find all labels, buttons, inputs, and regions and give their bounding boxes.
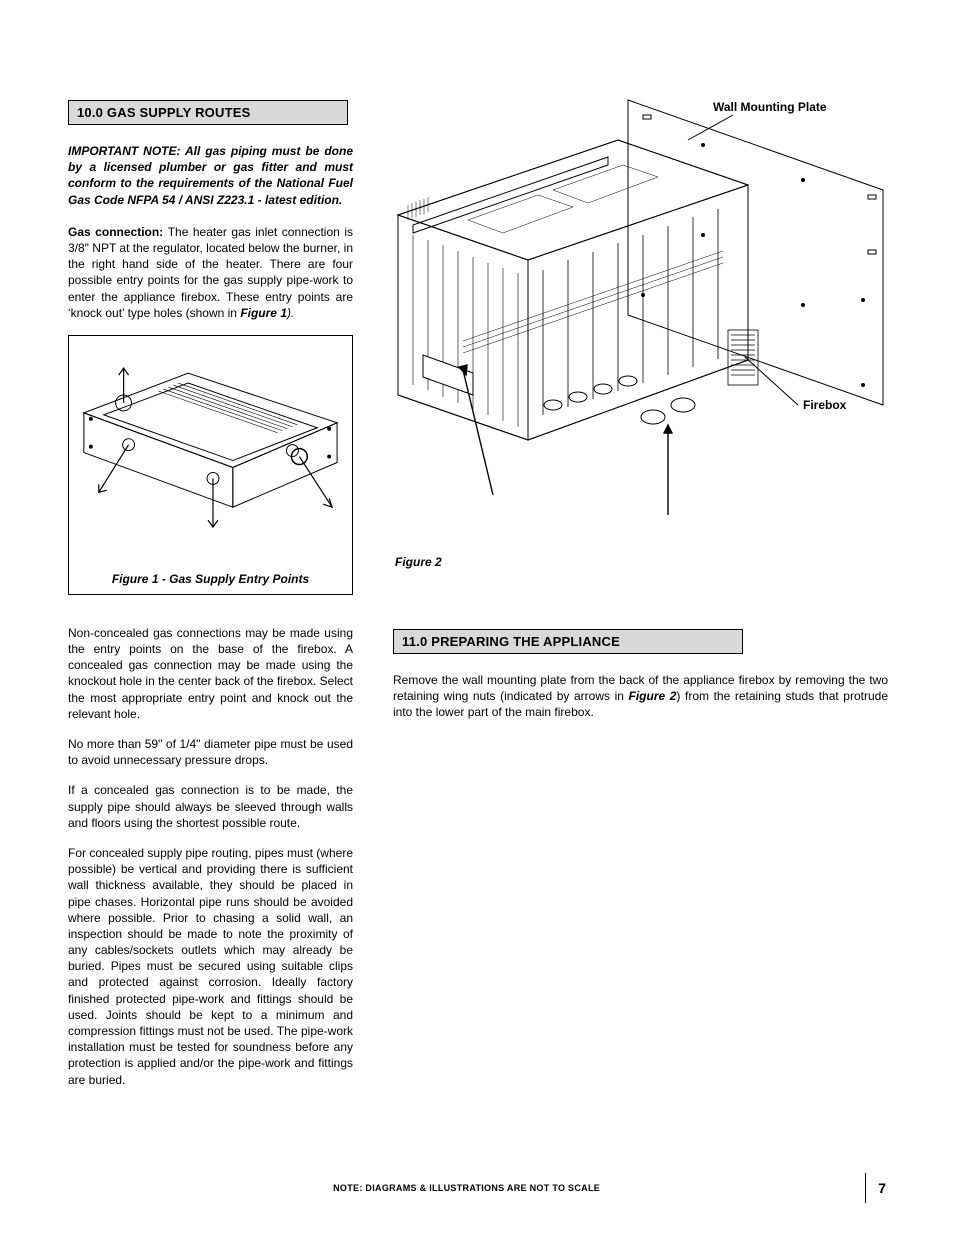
page-footer: NOTE: DIAGRAMS & ILLUSTRATIONS ARE NOT T… (68, 1173, 886, 1203)
page-content: 10.0 GAS SUPPLY ROUTES IMPORTANT NOTE: A… (68, 100, 886, 1102)
section-11-body: Remove the wall mounting plate from the … (393, 672, 888, 721)
figure-2-diagram (393, 85, 888, 545)
left-column: 10.0 GAS SUPPLY ROUTES IMPORTANT NOTE: A… (68, 100, 353, 1102)
figure-2-container: Wall Mounting Plate Firebox (393, 85, 888, 545)
important-note: IMPORTANT NOTE: All gas piping must be d… (68, 143, 353, 208)
figure-2-label-plate: Wall Mounting Plate (713, 100, 827, 114)
gas-connection-tail: ). (287, 306, 294, 320)
figure-1-diagram (69, 336, 352, 594)
page-number: 7 (865, 1173, 886, 1203)
section-11-header: 11.0 PREPARING THE APPLIANCE (393, 629, 743, 654)
figure2-reference: Figure 2 (629, 689, 677, 703)
figure-2-caption: Figure 2 (395, 555, 888, 569)
para-concealed-routing: For concealed supply pipe routing, pipes… (68, 845, 353, 1088)
footer-note: NOTE: DIAGRAMS & ILLUSTRATIONS ARE NOT T… (68, 1183, 865, 1193)
section-10-header: 10.0 GAS SUPPLY ROUTES (68, 100, 348, 125)
figure1-reference: Figure 1 (240, 306, 287, 320)
para-nonconcealed: Non-concealed gas connections may be mad… (68, 625, 353, 722)
figure-1-box: Figure 1 - Gas Supply Entry Points (68, 335, 353, 595)
para-concealed-sleeve: If a concealed gas connection is to be m… (68, 782, 353, 831)
gas-connection-label: Gas connection: (68, 225, 168, 239)
important-note-prefix: IMPORTANT NOTE: (68, 144, 185, 158)
figure-1-caption: Figure 1 - Gas Supply Entry Points (69, 572, 352, 586)
gas-connection-paragraph: Gas connection: The heater gas inlet con… (68, 224, 353, 321)
para-pipe-length: No more than 59" of 1/4" diameter pipe m… (68, 736, 353, 768)
figure-2-label-firebox: Firebox (803, 398, 846, 412)
right-column: Wall Mounting Plate Firebox Figure 2 11.… (393, 100, 888, 1102)
